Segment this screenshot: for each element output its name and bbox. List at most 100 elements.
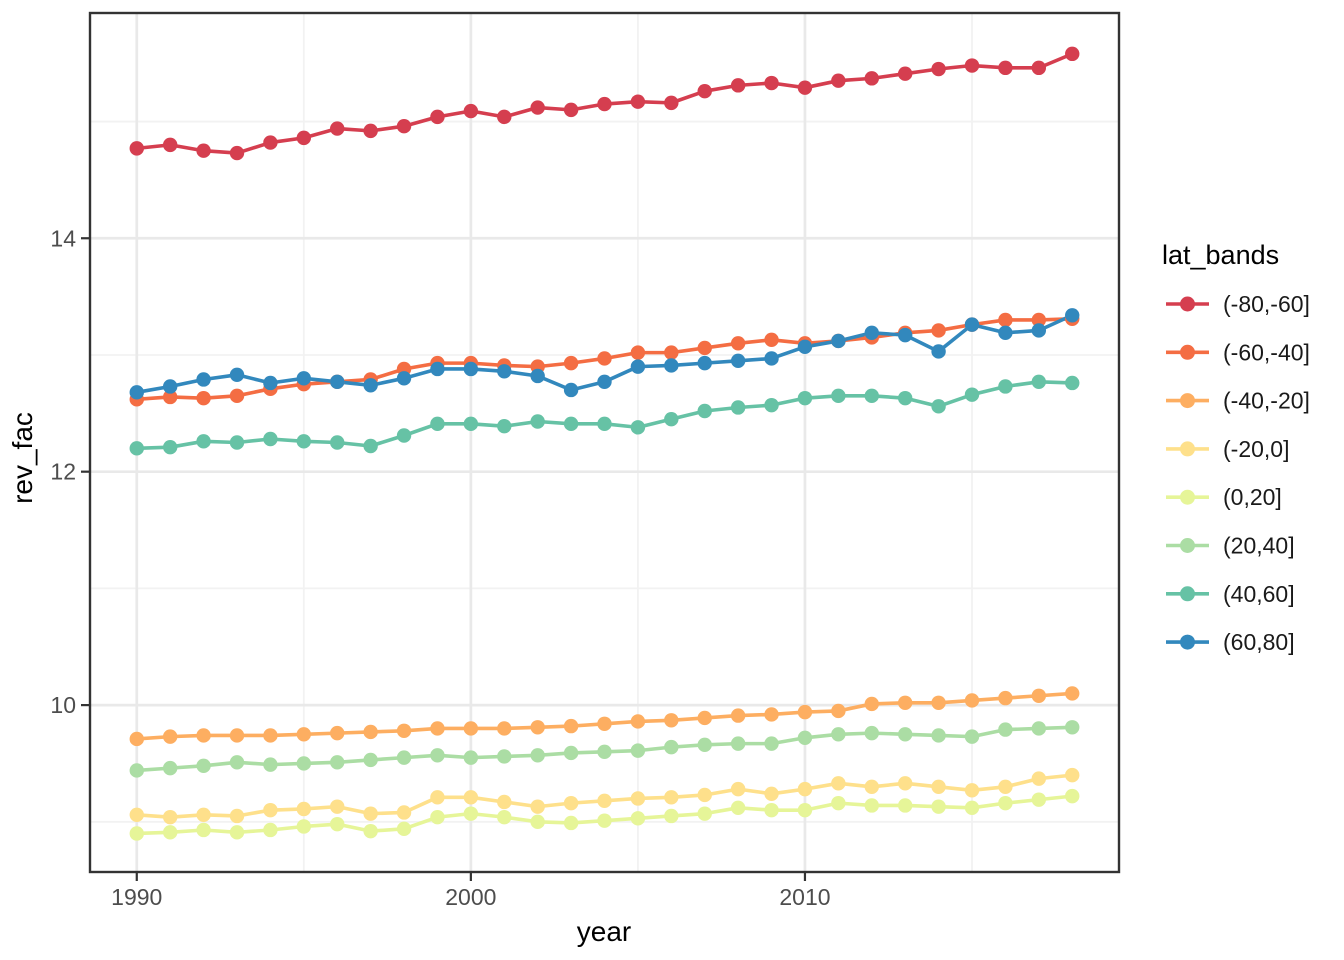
data-point-(40,60]	[162, 439, 178, 455]
data-point-(60,80]	[497, 364, 512, 379]
data-point-(-80,-60]	[998, 60, 1013, 76]
x-tick-label: 2000	[445, 884, 496, 910]
data-point-(20,40]	[764, 736, 779, 751]
data-point-(0,20]	[162, 825, 178, 840]
data-point-(60,80]	[864, 325, 879, 340]
data-point-(0,20]	[430, 809, 445, 825]
data-point-(-20,0]	[162, 809, 178, 825]
data-point-(20,40]	[630, 743, 646, 758]
data-point-(-40,-20]	[1031, 688, 1047, 703]
data-point-(-80,-60]	[664, 95, 679, 111]
data-point-(40,60]	[730, 400, 746, 415]
data-point-(20,40]	[463, 750, 479, 765]
data-point-(0,20]	[597, 813, 612, 828]
x-tick-label: 2010	[779, 884, 830, 910]
data-point-(0,20]	[363, 823, 378, 839]
data-point-(20,40]	[931, 728, 946, 743]
data-point-(0,20]	[296, 819, 312, 834]
data-point-(20,40]	[730, 736, 746, 751]
data-point-(-60,-40]	[597, 351, 612, 366]
data-point-(20,40]	[396, 750, 412, 765]
data-point-(20,40]	[964, 729, 980, 744]
data-point-(-80,-60]	[430, 109, 445, 125]
data-point-(-80,-60]	[931, 61, 946, 77]
data-point-(-40,-20]	[497, 721, 512, 736]
legend-label: (20,40]	[1223, 533, 1295, 559]
data-point-(-80,-60]	[363, 123, 378, 139]
legend-key-point	[1180, 586, 1195, 602]
data-point-(-40,-20]	[330, 725, 345, 741]
data-point-(60,80]	[430, 361, 445, 377]
data-point-(-20,0]	[1031, 771, 1047, 786]
data-point-(-20,0]	[664, 790, 679, 805]
data-point-(0,20]	[1065, 788, 1080, 804]
data-point-(-40,-20]	[396, 723, 412, 738]
data-point-(-60,-40]	[196, 390, 211, 406]
data-point-(40,60]	[1065, 375, 1080, 391]
legend-key-point	[1180, 538, 1195, 553]
data-point-(60,80]	[831, 333, 846, 349]
data-point-(20,40]	[1065, 720, 1080, 735]
data-point-(-60,-40]	[630, 345, 646, 360]
data-point-(20,40]	[296, 756, 312, 771]
data-point-(-40,-20]	[831, 703, 846, 719]
data-point-(-60,-40]	[764, 332, 779, 347]
data-point-(-40,-20]	[597, 716, 612, 731]
data-point-(40,60]	[430, 416, 445, 432]
data-point-(-60,-40]	[664, 345, 679, 360]
data-point-(-40,-20]	[931, 695, 946, 710]
data-point-(0,20]	[764, 802, 779, 818]
data-point-(-40,-20]	[162, 729, 178, 744]
data-point-(-80,-60]	[330, 121, 345, 136]
data-point-(0,20]	[229, 825, 245, 840]
data-point-(-80,-60]	[730, 78, 746, 93]
data-point-(20,40]	[162, 760, 178, 776]
data-point-(-20,0]	[931, 779, 946, 795]
data-point-(60,80]	[129, 385, 144, 400]
data-point-(20,40]	[664, 739, 679, 755]
legend-key-point	[1180, 489, 1195, 505]
series-layer	[129, 46, 1080, 841]
data-point-(-80,-60]	[296, 130, 312, 146]
data-point-(0,20]	[129, 826, 144, 841]
data-point-(60,80]	[964, 317, 980, 332]
data-point-(40,60]	[864, 388, 879, 404]
data-point-(-80,-60]	[1031, 60, 1047, 76]
data-point-(40,60]	[1031, 374, 1047, 390]
data-point-(-80,-60]	[563, 102, 579, 118]
data-point-(-80,-60]	[764, 75, 779, 91]
data-point-(-40,-20]	[563, 718, 579, 734]
data-point-(40,60]	[697, 403, 712, 419]
data-point-(0,20]	[530, 814, 545, 830]
data-point-(-40,-20]	[530, 720, 545, 735]
data-point-(-20,0]	[363, 806, 378, 821]
data-point-(60,80]	[530, 368, 545, 384]
data-point-(40,60]	[964, 387, 980, 402]
data-point-(40,60]	[630, 420, 646, 435]
data-point-(-40,-20]	[764, 707, 779, 722]
data-point-(0,20]	[630, 811, 646, 826]
data-point-(-20,0]	[196, 807, 211, 823]
data-point-(-40,-20]	[797, 704, 813, 720]
data-point-(-20,0]	[497, 794, 512, 810]
y-tick-label: 12	[50, 459, 76, 485]
data-point-(0,20]	[998, 795, 1013, 811]
legend-item-(-40,-20]: (-40,-20]	[1166, 388, 1310, 414]
legend-key-point	[1180, 393, 1195, 409]
data-point-(40,60]	[263, 431, 278, 447]
legend-item-(-60,-40]: (-60,-40]	[1166, 339, 1310, 365]
data-point-(-20,0]	[129, 807, 144, 823]
data-point-(20,40]	[196, 758, 211, 773]
panel-border	[88, 11, 1121, 874]
data-point-(-40,-20]	[463, 721, 479, 736]
data-point-(-20,0]	[998, 779, 1013, 795]
data-point-(60,80]	[664, 358, 679, 373]
data-point-(-20,0]	[630, 791, 646, 806]
data-point-(60,80]	[263, 375, 278, 391]
data-point-(-20,0]	[697, 787, 712, 803]
data-point-(-60,-40]	[730, 336, 746, 351]
data-point-(60,80]	[897, 327, 913, 343]
data-point-(40,60]	[129, 441, 144, 456]
